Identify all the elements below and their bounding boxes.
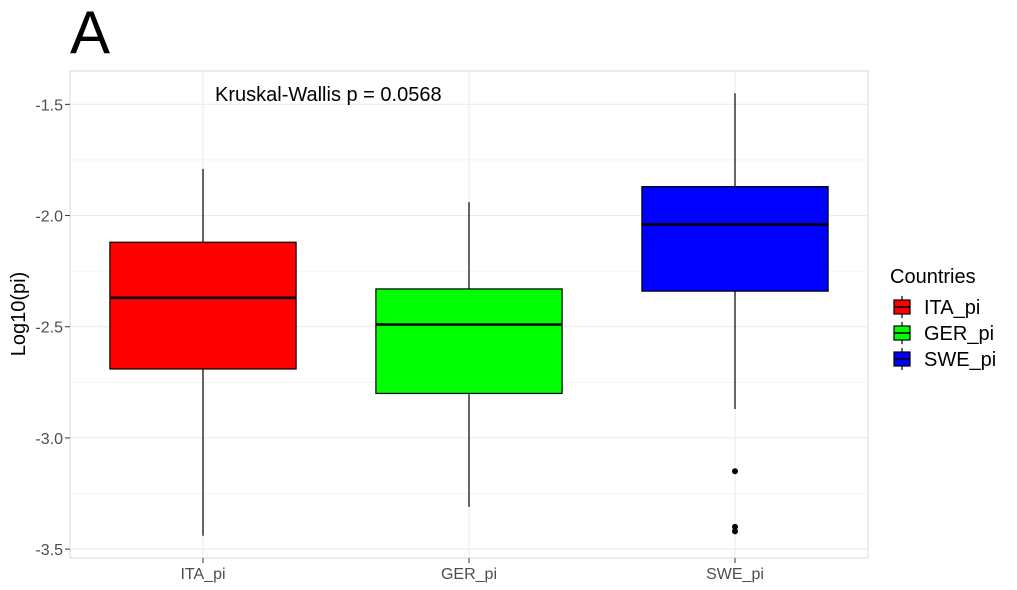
box-body bbox=[641, 186, 829, 292]
legend-item-ITA_pi: ITA_pi bbox=[893, 296, 980, 319]
legend-label: GER_pi bbox=[924, 323, 994, 345]
x-axis: ITA_pi GER_pi SWE_pi bbox=[180, 558, 764, 583]
panel-tag: A bbox=[70, 0, 110, 66]
y-tick-label: -3.5 bbox=[35, 542, 63, 559]
box-ITA_pi bbox=[109, 168, 297, 536]
box-body bbox=[375, 288, 563, 395]
x-tick-label: SWE_pi bbox=[706, 566, 764, 583]
y-tick-label: -1.5 bbox=[35, 97, 63, 114]
box-GER_pi bbox=[375, 202, 563, 507]
y-tick-label: -3.0 bbox=[35, 431, 63, 448]
y-axis: -3.5 -3.0 -2.5 -2.0 -1.5 bbox=[35, 97, 70, 559]
legend-item-GER_pi: GER_pi bbox=[893, 322, 994, 345]
boxes bbox=[109, 93, 829, 536]
y-axis-title: Log10(pi) bbox=[8, 272, 30, 357]
kruskal-wallis-annotation: Kruskal-Wallis p = 0.0568 bbox=[215, 84, 442, 106]
legend-label: ITA_pi bbox=[924, 297, 980, 319]
outlier-point bbox=[732, 528, 738, 535]
x-tick-label: GER_pi bbox=[441, 566, 497, 583]
legend-item-SWE_pi: SWE_pi bbox=[893, 348, 996, 371]
legend-label: SWE_pi bbox=[924, 349, 996, 371]
box-SWE_pi bbox=[641, 93, 829, 535]
legend-title: Countries bbox=[890, 266, 976, 288]
outlier-point bbox=[732, 523, 738, 530]
legend: Countries ITA_pi GER_pi SWE_pi bbox=[890, 266, 996, 371]
outlier-point bbox=[732, 468, 738, 475]
y-tick-label: -2.5 bbox=[35, 320, 63, 337]
box-body bbox=[109, 241, 297, 370]
y-tick-label: -2.0 bbox=[35, 209, 63, 226]
x-tick-label: ITA_pi bbox=[180, 566, 225, 583]
